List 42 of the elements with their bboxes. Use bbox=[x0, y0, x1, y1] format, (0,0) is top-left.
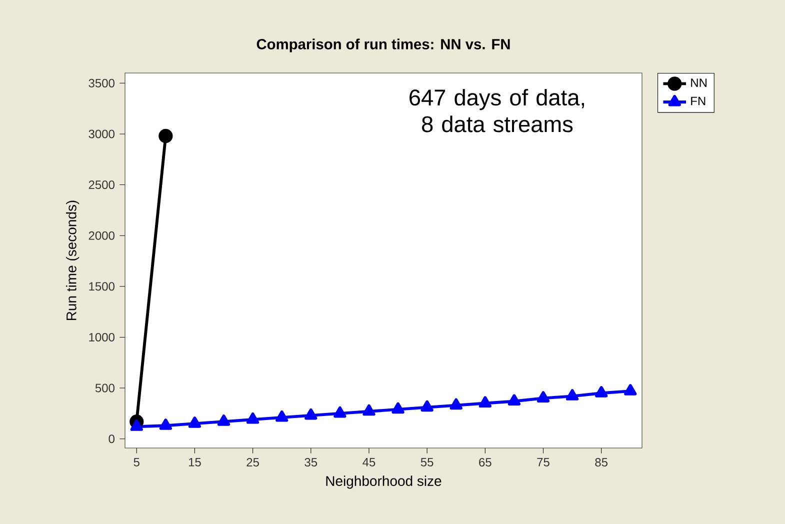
x-tick-label: 65 bbox=[479, 458, 492, 467]
y-tick-label: 2000 bbox=[88, 231, 114, 240]
point bbox=[159, 418, 172, 430]
point bbox=[420, 400, 434, 412]
x-tick-label: 75 bbox=[537, 458, 550, 466]
y-tick-label: 3500 bbox=[88, 78, 114, 88]
point bbox=[188, 416, 202, 428]
point bbox=[246, 412, 260, 424]
legend-label: NN bbox=[691, 78, 706, 87]
y-tick-label: 1500 bbox=[89, 282, 114, 291]
y-tick-label: 0 bbox=[108, 434, 114, 444]
point bbox=[334, 406, 346, 418]
x-tick-label: 5 bbox=[134, 458, 140, 466]
legend-label: FN bbox=[691, 96, 706, 106]
point bbox=[392, 402, 404, 414]
point bbox=[362, 404, 376, 416]
point bbox=[624, 384, 637, 396]
y-tick-label: 2500 bbox=[88, 180, 114, 190]
x-tick-label: 85 bbox=[595, 458, 608, 467]
y-axis-title: Run time (seconds) bbox=[66, 200, 80, 320]
point bbox=[217, 414, 230, 426]
point bbox=[595, 386, 608, 398]
point bbox=[508, 394, 521, 406]
y-tick-label: 500 bbox=[95, 384, 114, 392]
annotation: 647 days of data, 8 data streams bbox=[410, 88, 584, 132]
point bbox=[566, 389, 579, 400]
x-tick-label: 15 bbox=[188, 458, 201, 466]
point bbox=[304, 408, 318, 420]
x-tick-label: 45 bbox=[362, 458, 376, 466]
point bbox=[158, 128, 173, 144]
x-tick-label: 55 bbox=[420, 458, 434, 466]
x-axis-title: Neighborhood size bbox=[326, 476, 442, 489]
point bbox=[450, 398, 462, 410]
chart-title: Comparison of run times: NN vs. FN bbox=[256, 38, 510, 52]
point bbox=[276, 410, 288, 422]
x-tick-label: 25 bbox=[246, 458, 259, 467]
point bbox=[536, 391, 550, 402]
x-tick-label: 35 bbox=[304, 458, 318, 467]
y-tick-label: 3000 bbox=[88, 130, 114, 138]
point bbox=[130, 420, 143, 431]
y-tick-label: 1000 bbox=[89, 332, 114, 342]
point bbox=[478, 396, 492, 408]
